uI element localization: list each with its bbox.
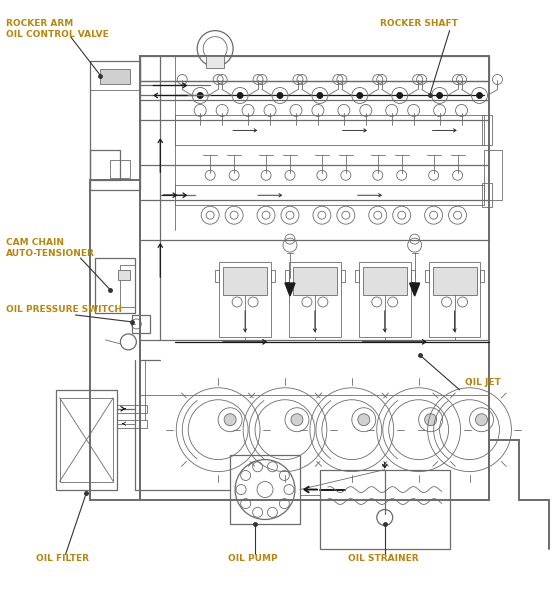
Text: OIL PUMP: OIL PUMP [228, 555, 278, 563]
Bar [101, 68, 130, 84]
Bar [289, 262, 341, 337]
Circle shape [291, 414, 303, 425]
Bar [140, 55, 490, 500]
Bar [482, 115, 492, 145]
Bar [230, 455, 300, 524]
Bar [355, 270, 359, 282]
Bar [132, 315, 150, 333]
Circle shape [476, 92, 482, 98]
Bar [482, 183, 492, 207]
Bar [425, 270, 429, 282]
Circle shape [357, 92, 363, 98]
Bar [223, 267, 267, 295]
Bar [293, 267, 337, 295]
Circle shape [437, 92, 443, 98]
Circle shape [397, 92, 402, 98]
Circle shape [317, 92, 323, 98]
Text: CAM CHAIN
AUTO-TENSIONER: CAM CHAIN AUTO-TENSIONER [6, 238, 94, 258]
Bar [111, 160, 130, 178]
Bar [60, 398, 113, 481]
Bar [96, 258, 135, 313]
Bar [176, 185, 485, 205]
Bar [176, 115, 485, 145]
Bar [91, 180, 140, 500]
Circle shape [224, 414, 236, 425]
Bar [140, 55, 490, 80]
Text: ROCKER ARM
OIL CONTROL VALVE: ROCKER ARM OIL CONTROL VALVE [6, 18, 108, 39]
Bar [117, 405, 148, 413]
Bar [120, 265, 135, 307]
Polygon shape [410, 283, 420, 296]
Bar [359, 262, 411, 337]
Bar [219, 262, 271, 337]
Bar [320, 469, 449, 549]
Circle shape [425, 414, 437, 425]
Text: ROCKER SHAFT: ROCKER SHAFT [380, 18, 458, 27]
Bar [341, 270, 345, 282]
Text: OIL JET: OIL JET [465, 378, 500, 387]
Bar [363, 267, 407, 295]
Bar [117, 419, 148, 428]
Bar [481, 270, 485, 282]
Circle shape [358, 414, 369, 425]
Bar [91, 61, 140, 190]
Bar [206, 55, 224, 68]
Text: OIL FILTER: OIL FILTER [36, 555, 89, 563]
Text: OIL PRESSURE SWITCH: OIL PRESSURE SWITCH [6, 305, 122, 314]
Bar [411, 270, 415, 282]
Circle shape [197, 92, 203, 98]
Bar [485, 151, 503, 201]
Bar [271, 270, 275, 282]
Bar [91, 61, 140, 90]
Polygon shape [285, 283, 295, 296]
Bar [285, 270, 289, 282]
Bar [55, 390, 117, 490]
Text: OIL STRAINER: OIL STRAINER [348, 555, 419, 563]
Circle shape [237, 92, 243, 98]
Bar [215, 270, 219, 282]
Circle shape [277, 92, 283, 98]
Bar [91, 151, 120, 180]
Bar [119, 270, 130, 280]
Circle shape [476, 414, 487, 425]
Bar [429, 262, 481, 337]
Bar [433, 267, 476, 295]
